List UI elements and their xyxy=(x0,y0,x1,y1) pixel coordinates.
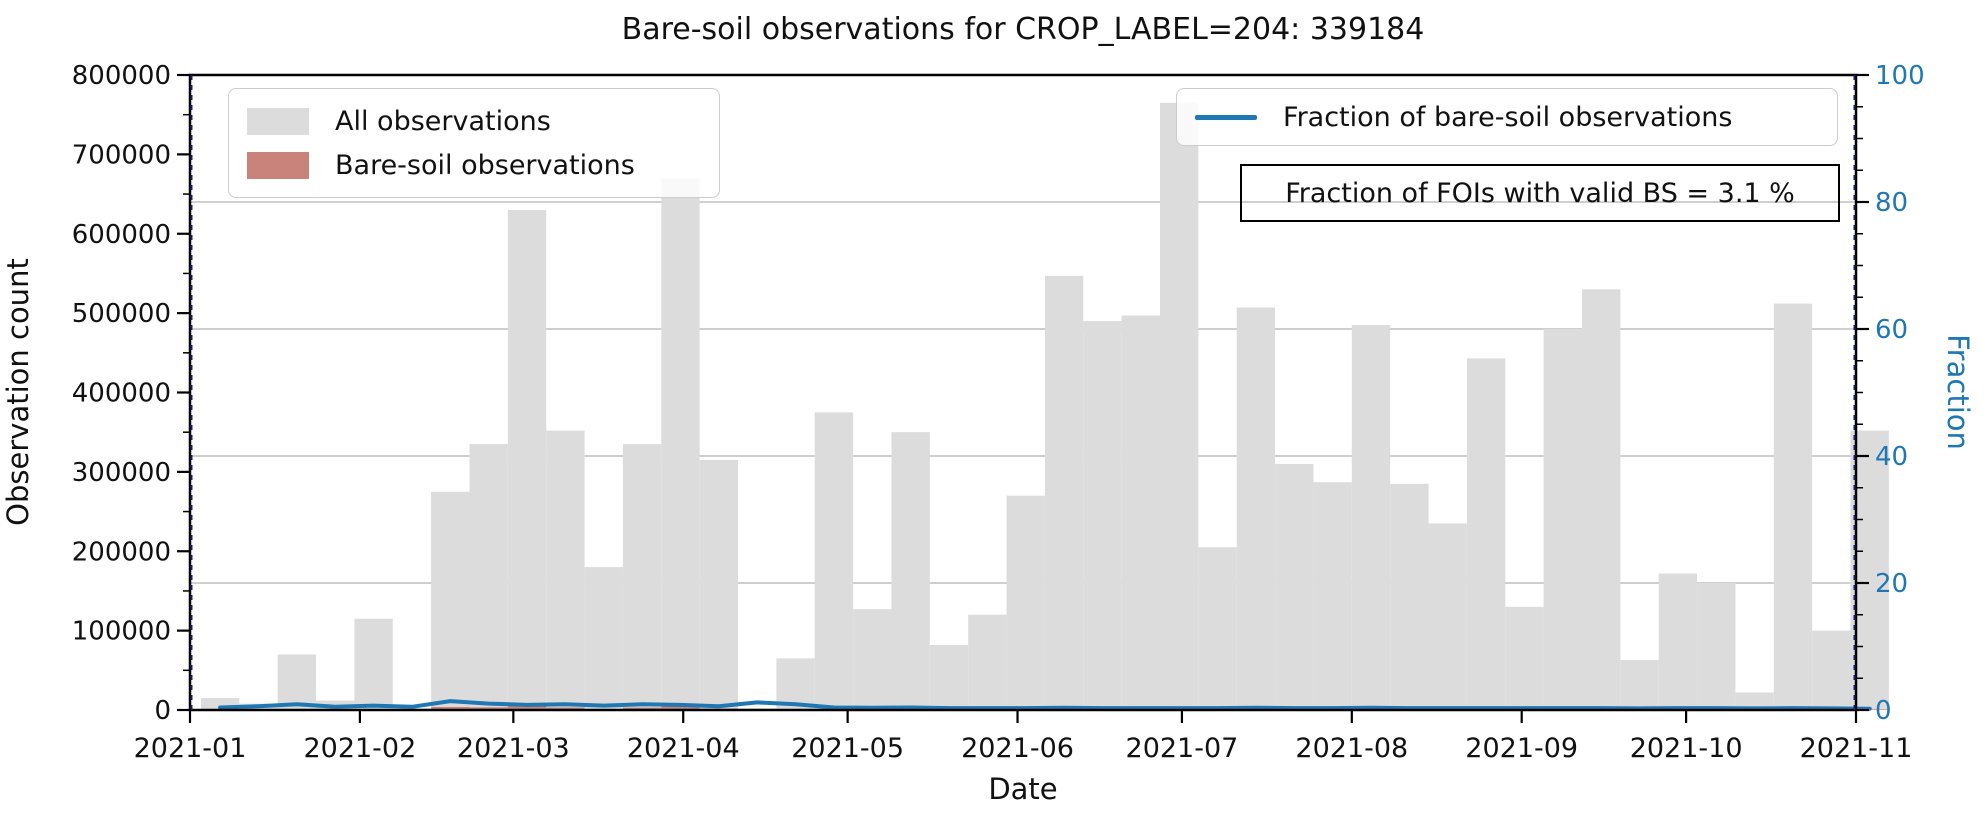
bar-all-observations xyxy=(1236,307,1276,710)
foi-annotation-text: Fraction of FOIs with valid BS = 3.1 % xyxy=(1285,177,1795,209)
bar-all-observations xyxy=(776,658,815,710)
y-left-tick-label: 200000 xyxy=(72,537,171,567)
legend-label: All observations xyxy=(335,105,551,137)
bar-all-observations xyxy=(1083,321,1122,710)
all-observations-swatch-icon xyxy=(247,107,309,135)
bar-all-observations xyxy=(1697,583,1736,710)
x-tick-label: 2021-04 xyxy=(627,733,740,764)
bar-all-observations xyxy=(1390,483,1429,710)
bar-all-observations xyxy=(1428,523,1467,710)
bar-all-observations xyxy=(1466,358,1506,710)
legend-entry-all-observations: All observations xyxy=(247,99,719,143)
x-tick-label: 2021-01 xyxy=(134,733,247,764)
bar-all-observations xyxy=(1773,303,1813,710)
bar-all-observations xyxy=(1543,329,1582,710)
bar-all-observations xyxy=(814,412,854,710)
legend-entry-bare-soil: Bare-soil observations xyxy=(247,143,719,187)
chart-title: Bare-soil observations for CROP_LABEL=20… xyxy=(621,12,1425,47)
bare-soil-swatch-icon xyxy=(247,151,309,179)
bar-all-observations xyxy=(354,618,393,710)
legend-bars: All observations Bare-soil observations xyxy=(228,88,720,198)
foi-annotation-box: Fraction of FOIs with valid BS = 3.1 % xyxy=(1240,164,1840,222)
y-right-tick-label: 40 xyxy=(1875,442,1908,472)
x-tick-label: 2021-07 xyxy=(1126,733,1239,764)
y-left-tick-label: 600000 xyxy=(72,220,171,250)
fraction-line xyxy=(218,699,1872,711)
bar-all-observations xyxy=(1812,630,1851,710)
bar-all-observations xyxy=(277,654,317,710)
bar-all-observations xyxy=(699,459,739,710)
bar-bare-soil xyxy=(469,707,508,710)
y-right-tick-label: 100 xyxy=(1875,61,1925,91)
bar-all-observations xyxy=(929,644,969,710)
bar-all-observations xyxy=(1313,482,1352,710)
x-tick-label: 2021-03 xyxy=(457,733,570,764)
bar-all-observations xyxy=(507,209,547,710)
y-left-tick-label: 800000 xyxy=(72,61,171,91)
bar-all-observations xyxy=(853,609,892,710)
y-axis-label-right: Fraction xyxy=(1941,334,1975,450)
bar-all-observations xyxy=(469,444,508,710)
bar-all-observations xyxy=(1581,289,1621,710)
y-right-tick-label: 0 xyxy=(1875,696,1892,726)
fraction-line-swatch-icon xyxy=(1195,114,1257,120)
bar-all-observations xyxy=(1198,547,1237,710)
x-tick-label: 2021-09 xyxy=(1465,733,1578,764)
y-left-tick-label: 700000 xyxy=(72,140,171,170)
bar-all-observations xyxy=(1275,463,1314,710)
legend-label: Bare-soil observations xyxy=(335,149,635,181)
bar-all-observations xyxy=(891,432,930,710)
x-tick-label: 2021-06 xyxy=(961,733,1074,764)
bar-all-observations xyxy=(1044,275,1084,710)
y-left-tick-label: 0 xyxy=(154,696,171,726)
x-tick-label: 2021-11 xyxy=(1800,733,1913,764)
x-tick-label: 2021-05 xyxy=(791,733,904,764)
y-left-tick-label: 400000 xyxy=(72,379,171,409)
legend-label: Fraction of bare-soil observations xyxy=(1283,101,1733,133)
bar-all-observations xyxy=(1160,102,1199,710)
bar-all-observations xyxy=(1121,315,1161,710)
bar-all-observations xyxy=(1006,495,1045,710)
bar-all-observations xyxy=(622,444,662,710)
y-left-tick-label: 500000 xyxy=(72,299,171,329)
legend-fraction-line: Fraction of bare-soil observations xyxy=(1176,88,1838,146)
y-right-tick-label: 20 xyxy=(1875,569,1908,599)
bar-bare-soil xyxy=(507,705,547,710)
bar-all-observations xyxy=(1351,325,1391,710)
bar-bare-soil xyxy=(661,705,700,710)
y-left-tick-label: 300000 xyxy=(72,458,171,488)
y-right-tick-label: 60 xyxy=(1875,315,1908,345)
bar-bare-soil xyxy=(546,707,585,710)
y-axis-label-left: Observation count xyxy=(1,258,35,526)
bar-bare-soil xyxy=(431,706,470,710)
bar-all-observations xyxy=(200,698,240,710)
bar-all-observations xyxy=(1735,692,1774,710)
bar-all-observations xyxy=(1505,606,1544,710)
bar-all-observations xyxy=(431,491,470,710)
x-tick-label: 2021-02 xyxy=(303,733,416,764)
bar-all-observations xyxy=(584,567,623,710)
x-tick-label: 2021-08 xyxy=(1295,733,1408,764)
bar-all-observations xyxy=(546,430,585,710)
bar-all-observations xyxy=(1620,659,1659,710)
x-tick-label: 2021-10 xyxy=(1630,733,1743,764)
bar-all-observations xyxy=(968,614,1007,710)
bar-all-observations xyxy=(661,178,700,710)
y-right-tick-label: 80 xyxy=(1875,188,1908,218)
x-axis-label: Date xyxy=(988,772,1058,806)
bar-all-observations xyxy=(1658,573,1698,710)
y-left-tick-label: 100000 xyxy=(72,617,171,647)
